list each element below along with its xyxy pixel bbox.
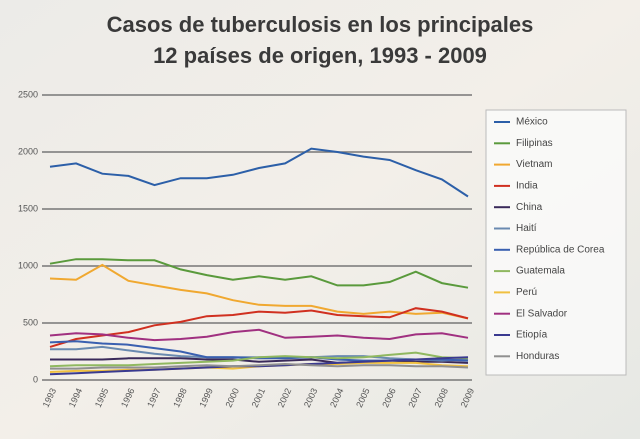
legend-label: Vietnam bbox=[516, 159, 553, 170]
series-line bbox=[49, 328, 469, 342]
legend-label: Honduras bbox=[516, 351, 559, 362]
legend-label: República de Corea bbox=[516, 244, 605, 255]
chart-title: Casos de tuberculosis en los principales bbox=[107, 12, 534, 37]
y-tick-label: 1000 bbox=[18, 260, 38, 270]
legend-label: Filipinas bbox=[516, 138, 553, 149]
legend-label: Guatemala bbox=[516, 266, 565, 277]
legend-label: Etiopía bbox=[516, 330, 548, 341]
y-tick-label: 2500 bbox=[18, 89, 38, 99]
series-line bbox=[49, 147, 469, 198]
legend-label: El Salvador bbox=[516, 308, 568, 319]
legend-label: India bbox=[516, 181, 538, 192]
y-tick-label: 0 bbox=[33, 374, 38, 384]
legend-label: Haití bbox=[516, 223, 537, 234]
series-line bbox=[49, 307, 469, 348]
chart-title: 12 países de origen, 1993 - 2009 bbox=[153, 43, 487, 68]
series-line bbox=[49, 263, 469, 320]
series-line bbox=[50, 362, 469, 370]
legend-label: México bbox=[516, 117, 548, 128]
series-line bbox=[49, 351, 469, 368]
series-line bbox=[49, 258, 469, 289]
legend-box bbox=[485, 109, 627, 376]
y-tick-label: 2000 bbox=[18, 146, 38, 156]
legend-label: Perú bbox=[516, 287, 537, 298]
series-line bbox=[49, 356, 469, 376]
legend-label: China bbox=[516, 202, 543, 213]
y-tick-label: 500 bbox=[23, 317, 38, 327]
y-tick-label: 1500 bbox=[18, 203, 38, 213]
